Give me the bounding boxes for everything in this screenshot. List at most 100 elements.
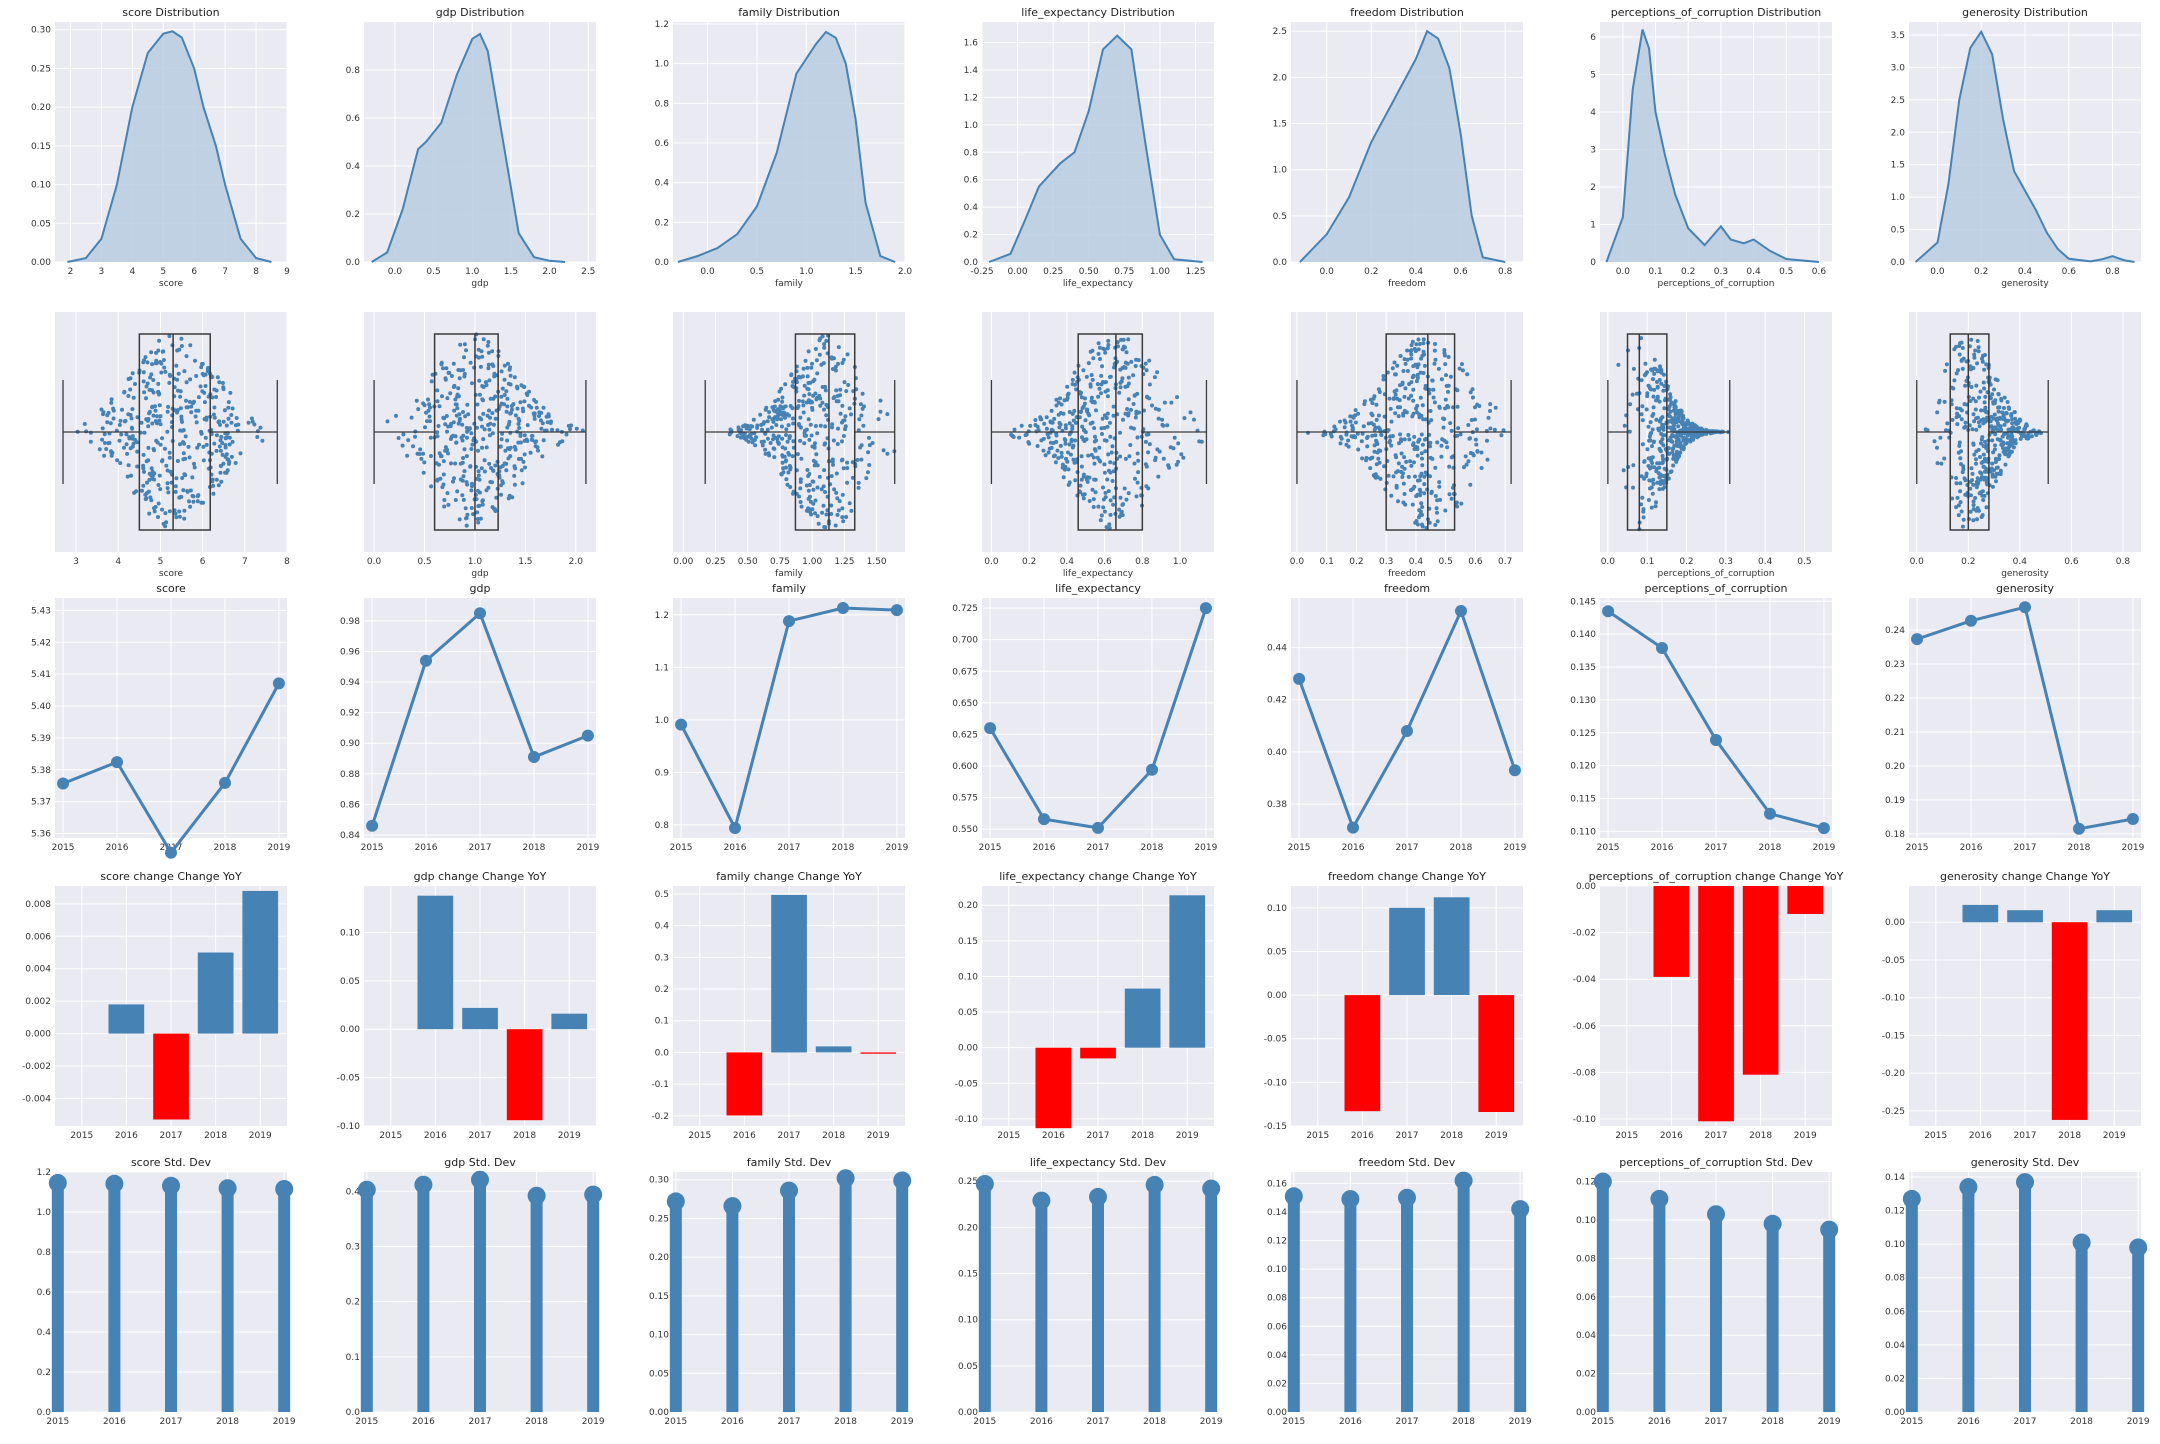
perceptions_of_corruption-swarm-swarm-dot xyxy=(1697,426,1702,431)
gdp-swarm-swarm-dot xyxy=(409,415,414,420)
generosity-swarm-swarm-dot xyxy=(1982,367,1987,372)
generosity-distribution-title: generosity Distribution xyxy=(1962,6,2088,19)
family-swarm-swarm-dot xyxy=(822,345,827,350)
life_expectancy-swarm-swarm-dot xyxy=(1068,452,1073,457)
life_expectancy-swarm-swarm-dot xyxy=(1155,447,1160,452)
score-std-ytick-label: 0.6 xyxy=(37,1288,52,1298)
freedom-std-head xyxy=(1454,1171,1473,1190)
freedom-swarm-swarm-dot xyxy=(1417,437,1422,442)
gdp-swarm-swarm-dot xyxy=(502,377,507,382)
life_expectancy-std-title: life_expectancy Std. Dev xyxy=(1030,1156,1167,1169)
perceptions_of_corruption-swarm-swarm-dot xyxy=(1659,441,1664,445)
perceptions_of_corruption-distribution-xtick-label: 0.6 xyxy=(1812,267,1827,277)
family-swarm-swarm-dot xyxy=(824,413,829,418)
freedom-swarm-box xyxy=(1385,333,1456,531)
life_expectancy-mean-ytick-label: 0.625 xyxy=(952,730,978,740)
generosity-swarm-swarm-dot xyxy=(1963,383,1968,388)
life_expectancy-distribution-xlabel: life_expectancy xyxy=(1063,279,1134,289)
life_expectancy-swarm-swarm-dot xyxy=(1017,435,1022,440)
generosity-swarm-swarm-dot xyxy=(1976,349,1981,354)
life_expectancy-mean-point xyxy=(1038,813,1050,826)
gdp-mean-ytick-label: 0.84 xyxy=(340,831,360,841)
panel-family-distribution: 0.00.20.40.60.81.01.20.0 0.5 1.0 1.5 2.0fami… xyxy=(655,6,913,289)
family-swarm-swarm-dot xyxy=(761,439,766,444)
freedom-swarm-swarm-dot xyxy=(1417,487,1422,492)
freedom-swarm-swarm-dot xyxy=(1410,502,1415,507)
freedom-swarm-swarm-dot xyxy=(1466,459,1471,464)
score-swarm-swarm-dot xyxy=(165,481,170,486)
freedom-swarm-swarm-dot xyxy=(1355,431,1360,436)
family-distribution-ytick-label: 0.6 xyxy=(655,139,670,149)
gdp-swarm-swarm-dot xyxy=(568,427,572,432)
generosity-swarm-swarm-dot xyxy=(1984,505,1989,510)
freedom-change-ytick-label: 0.05 xyxy=(1267,947,1287,957)
gdp-swarm-swarm-dot xyxy=(458,342,463,347)
life_expectancy-swarm-swarm-dot xyxy=(1132,461,1137,466)
family-swarm-swarm-dot xyxy=(799,456,804,461)
score-swarm-swarm-dot xyxy=(115,458,120,463)
gdp-mean-ytick-label: 0.92 xyxy=(340,709,360,719)
perceptions_of_corruption-swarm-swarm-dot xyxy=(1651,394,1656,399)
generosity-swarm-swarm-dot xyxy=(1999,442,2004,447)
gdp-swarm-swarm-dot xyxy=(455,406,460,411)
family-change-bar xyxy=(815,1046,852,1053)
generosity-swarm-swarm-dot xyxy=(2002,450,2007,455)
freedom-swarm-swarm-dot xyxy=(1439,443,1444,448)
perceptions_of_corruption-std-head xyxy=(1593,1172,1612,1191)
gdp-swarm-swarm-dot xyxy=(480,502,485,507)
gdp-swarm-swarm-dot xyxy=(429,454,433,458)
life_expectancy-swarm-swarm-dot xyxy=(1197,439,1202,444)
score-swarm-swarm-dot xyxy=(201,373,206,378)
gdp-swarm-swarm-dot xyxy=(505,404,510,409)
perceptions_of_corruption-swarm-swarm-dot xyxy=(1647,384,1652,389)
generosity-swarm-swarm-dot xyxy=(2003,462,2008,467)
score-distribution-xtick-label: 8 xyxy=(253,267,259,277)
gdp-swarm-swarm-dot xyxy=(400,443,405,448)
gdp-swarm-swarm-dot xyxy=(475,510,480,515)
gdp-change-bar xyxy=(462,1007,498,1030)
score-std-ytick-label: 0.4 xyxy=(37,1328,52,1338)
perceptions_of_corruption-swarm-swarm-dot xyxy=(1681,436,1686,441)
life_expectancy-swarm-swarm-dot xyxy=(1059,454,1064,459)
freedom-swarm-swarm-dot xyxy=(1449,455,1454,460)
score-swarm-swarm-dot xyxy=(82,422,87,426)
perceptions_of_corruption-swarm-swarm-dot xyxy=(1668,435,1673,440)
freedom-swarm-swarm-dot xyxy=(1402,466,1407,471)
freedom-swarm-swarm-dot xyxy=(1435,498,1440,503)
gdp-swarm-swarm-dot xyxy=(461,497,466,502)
family-swarm-swarm-dot xyxy=(845,460,850,465)
life_expectancy-swarm-swarm-dot xyxy=(1119,509,1124,514)
freedom-swarm-swarm-dot xyxy=(1374,402,1379,407)
generosity-std-stem xyxy=(2075,1242,2088,1412)
perceptions_of_corruption-distribution-xtick-label: 0.3 xyxy=(1714,267,1728,277)
family-swarm-swarm-dot xyxy=(831,356,836,361)
gdp-swarm-swarm-dot xyxy=(532,416,537,421)
family-swarm-swarm-dot xyxy=(767,410,772,415)
perceptions_of_corruption-mean-point xyxy=(1710,734,1722,746)
gdp-swarm-swarm-dot xyxy=(498,465,503,470)
generosity-swarm-swarm-dot xyxy=(1974,479,1979,484)
gdp-swarm-swarm-dot xyxy=(508,373,513,378)
gdp-swarm-swarm-dot xyxy=(451,385,456,389)
family-swarm-swarm-dot xyxy=(805,468,810,472)
gdp-swarm-swarm-dot xyxy=(477,490,482,495)
generosity-swarm-swarm-dot xyxy=(2002,395,2007,400)
family-swarm-swarm-dot xyxy=(763,451,768,456)
generosity-mean-point xyxy=(2073,822,2085,835)
gdp-mean-xtick-label: 2015 xyxy=(361,843,384,853)
family-swarm-swarm-dot xyxy=(780,445,785,450)
score-swarm-swarm-dot xyxy=(157,473,162,478)
generosity-swarm-swarm-dot xyxy=(1937,400,1941,405)
generosity-std-xtick-label: 2018 xyxy=(2070,1417,2093,1427)
family-swarm-swarm-dot xyxy=(833,364,838,369)
score-std-ytick-label: 1.0 xyxy=(37,1208,52,1218)
score-swarm-swarm-dot xyxy=(102,432,107,437)
family-swarm-swarm-dot xyxy=(800,399,805,404)
generosity-swarm-swarm-dot xyxy=(1993,443,1997,448)
generosity-swarm-swarm-dot xyxy=(1963,420,1968,425)
life_expectancy-swarm-swarm-dot xyxy=(1065,396,1070,401)
life_expectancy-swarm-swarm-dot xyxy=(1065,384,1070,389)
